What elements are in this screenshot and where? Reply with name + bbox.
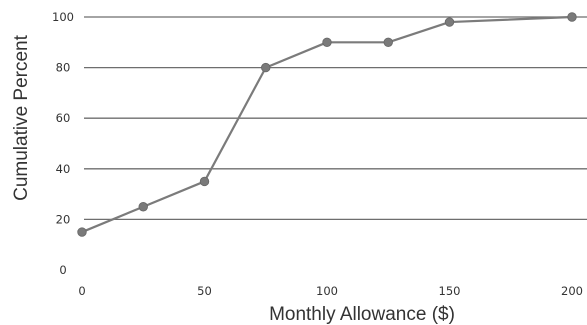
data-point-x-25 <box>138 202 148 212</box>
y-tick-label-80: 80 <box>56 61 71 75</box>
data-point-x-50 <box>199 176 210 187</box>
data-point-x-75 <box>261 62 271 73</box>
data-point-x-150 <box>444 17 455 27</box>
series-line-0 <box>81 15 573 234</box>
x-tick-label-150: 150 <box>439 284 461 298</box>
x-tick-label-0: 0 <box>78 284 85 298</box>
data-point-x-0 <box>77 227 87 237</box>
data-point-x-200 <box>567 12 577 22</box>
x-tick-label-100: 100 <box>316 284 338 298</box>
y-axis-tick-labels: 0 20 40 60 80 100 <box>52 10 74 277</box>
grid-lines <box>84 16 587 221</box>
y-tick-label-100: 100 <box>52 10 74 24</box>
y-tick-label-20: 20 <box>56 212 71 226</box>
y-tick-label-0: 0 <box>59 263 66 277</box>
y-tick-label-40: 40 <box>56 162 71 176</box>
data-point-x-125 <box>383 37 393 48</box>
x-axis-tick-labels: 0 50 100 150 200 <box>78 284 583 298</box>
y-tick-label-60: 60 <box>56 111 71 125</box>
series <box>77 12 577 237</box>
data-point-x-100 <box>322 37 332 48</box>
x-axis-title: Monthly Allowance ($) <box>269 304 455 325</box>
x-tick-label-200: 200 <box>561 284 583 298</box>
x-tick-label-50: 50 <box>197 284 212 298</box>
y-axis-title: Cumulative Percent <box>11 34 32 201</box>
